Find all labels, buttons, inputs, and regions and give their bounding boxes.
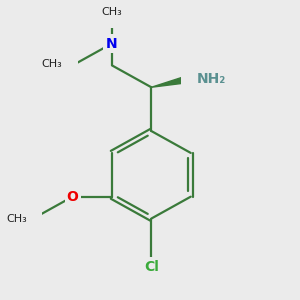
Text: O: O [67, 190, 79, 204]
Text: CH₃: CH₃ [7, 214, 27, 224]
Text: N: N [106, 37, 118, 50]
FancyBboxPatch shape [64, 187, 81, 206]
FancyBboxPatch shape [181, 68, 207, 89]
Text: NH₂: NH₂ [196, 71, 226, 85]
Text: CH₃: CH₃ [102, 7, 122, 17]
FancyBboxPatch shape [16, 209, 42, 228]
FancyBboxPatch shape [103, 34, 121, 53]
Text: CH₃: CH₃ [42, 59, 62, 69]
FancyBboxPatch shape [52, 54, 78, 74]
FancyBboxPatch shape [99, 9, 125, 28]
FancyBboxPatch shape [142, 257, 161, 276]
Text: Cl: Cl [144, 260, 159, 274]
Polygon shape [151, 75, 191, 87]
